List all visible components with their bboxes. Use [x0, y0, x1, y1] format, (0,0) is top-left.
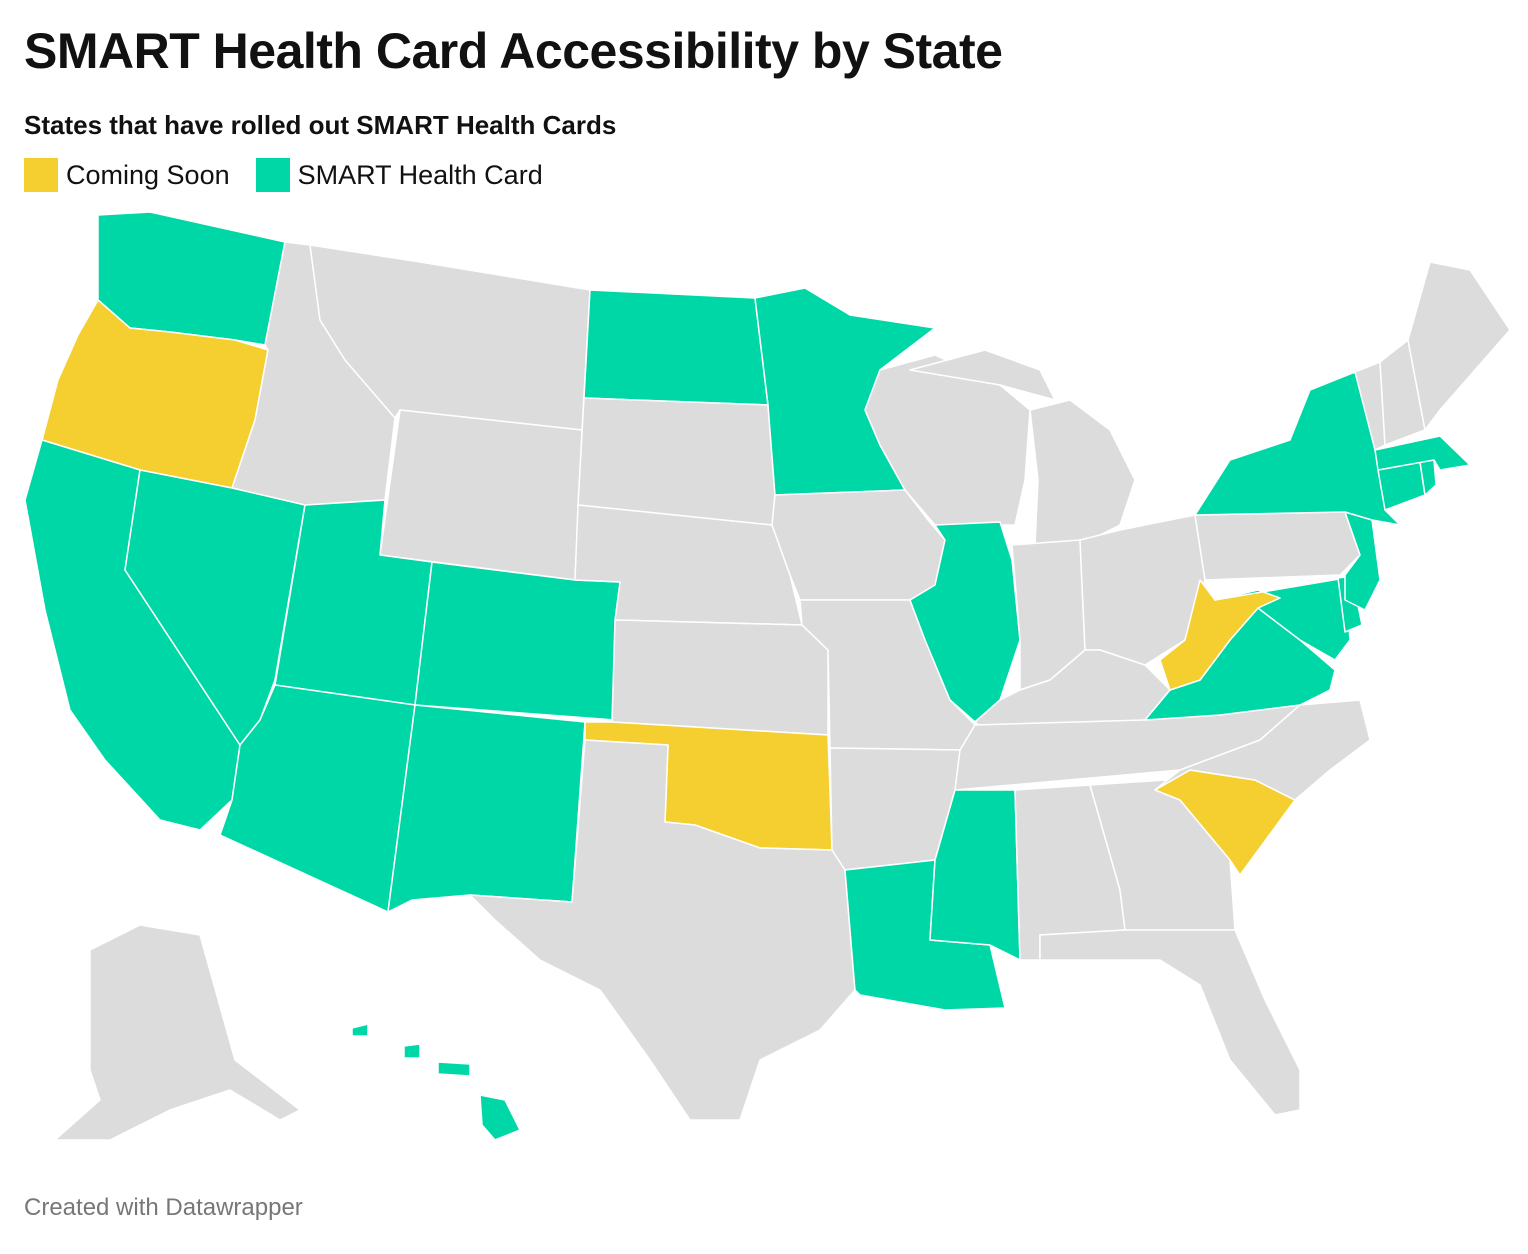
state-north-dakota: [583, 289, 769, 406]
footer-credit: Created with Datawrapper: [24, 1194, 303, 1221]
state-wyoming: [379, 409, 583, 581]
state-kansas: [611, 619, 829, 736]
legend-swatch-smart-health-card: [255, 158, 290, 192]
state-pennsylvania: [1194, 511, 1361, 581]
chart-subtitle: States that have rolled out SMART Health…: [24, 110, 617, 140]
state-colorado: [414, 561, 621, 721]
us-map: [24, 211, 1511, 1141]
state-hawaii: [351, 1023, 521, 1141]
state-alaska: [54, 924, 301, 1141]
state-north-carolina: [1154, 699, 1371, 801]
state-south-dakota: [577, 397, 776, 526]
legend-label-coming-soon: Coming Soon: [66, 159, 230, 190]
state-texas: [469, 739, 856, 1121]
state-florida: [1039, 929, 1301, 1116]
state-massachusetts: [1374, 435, 1471, 471]
state-maine: [1407, 261, 1511, 431]
state-michigan: [909, 349, 1136, 546]
legend-item-coming-soon: Coming Soon: [24, 158, 230, 192]
chart-title: SMART Health Card Accessibility by State: [24, 23, 1003, 79]
state-illinois: [909, 521, 1021, 723]
legend: Coming Soon SMART Health Card: [24, 158, 569, 192]
legend-swatch-coming-soon: [24, 158, 58, 192]
legend-label-smart-health-card: SMART Health Card: [297, 159, 543, 190]
state-nevada: [124, 469, 306, 746]
legend-item-smart-health-card: SMART Health Card: [255, 158, 543, 192]
state-new-jersey: [1344, 511, 1381, 611]
state-new-mexico: [387, 704, 586, 913]
